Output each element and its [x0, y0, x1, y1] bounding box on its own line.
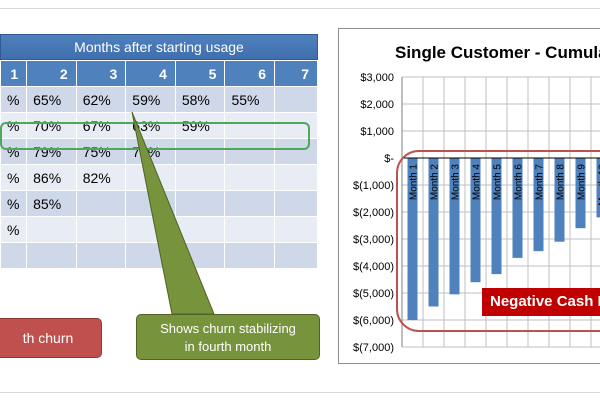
table-cell [75, 216, 127, 243]
top-border [0, 8, 600, 9]
table-cell: % [0, 164, 28, 191]
table-cell: 70% [26, 112, 77, 139]
stabilizing-callout: Shows churn stabilizing in fourth month [136, 314, 320, 360]
table-cell [224, 216, 276, 243]
table-cell [274, 190, 318, 217]
y-tick-label: $(7,000) [353, 342, 394, 354]
table-cell: 75% [75, 138, 127, 165]
month-header: 7 [274, 60, 318, 87]
table-cell: % [0, 138, 28, 165]
table-cell [274, 242, 318, 269]
table-cell [274, 86, 318, 113]
table-row: % 65% 62% 59% 58% 55% [0, 86, 318, 113]
month-header: 1 [0, 60, 28, 87]
table-cell [274, 164, 318, 191]
table-row [0, 242, 318, 269]
bar [596, 158, 600, 218]
table-cell [174, 190, 226, 217]
bottom-border [0, 392, 600, 393]
table-cell [75, 190, 127, 217]
table-cell [274, 138, 318, 165]
churn-callout: th churn [0, 318, 102, 358]
callout-line-1: Shows churn stabilizing [160, 321, 296, 336]
table-cell: 79% [26, 138, 77, 165]
bar [428, 158, 439, 307]
category-label: Month 5 [493, 164, 504, 201]
y-tick-label: $2,000 [360, 99, 394, 111]
table-cell [274, 216, 318, 243]
y-tick-label: $- [384, 153, 394, 165]
category-label: Month 9 [577, 164, 588, 201]
y-tick-label: $1,000 [360, 126, 394, 138]
table-cell [174, 138, 226, 165]
table-row: % [0, 216, 318, 243]
table-cell [224, 190, 276, 217]
bar [449, 158, 460, 295]
bar [533, 158, 544, 252]
category-label: Month 7 [535, 164, 546, 201]
y-tick-label: $(2,000) [353, 207, 394, 219]
green-callout-pointer [131, 111, 215, 315]
category-label: Month 8 [556, 164, 567, 201]
category-label: Month 1 [409, 164, 420, 201]
table-row: % 86% 82% [0, 164, 318, 191]
category-label: Month 2 [430, 164, 441, 201]
month-header: 6 [224, 60, 276, 87]
table-cell [224, 112, 276, 139]
bar [470, 158, 481, 283]
y-tick-label: $(4,000) [353, 261, 394, 273]
y-tick-label: $(5,000) [353, 288, 394, 300]
category-label: Month 3 [451, 164, 462, 201]
row-highlight [0, 122, 310, 150]
bar [575, 158, 586, 229]
table-cell [224, 242, 276, 269]
table-cell: 86% [26, 164, 77, 191]
table-cell: 58% [174, 86, 226, 113]
category-label: Month 6 [514, 164, 525, 201]
table-cell [0, 242, 28, 269]
table-cell [26, 242, 77, 269]
table-cell: % [0, 216, 28, 243]
table-cell: 65% [26, 86, 77, 113]
y-tick-label: $(1,000) [353, 180, 394, 192]
category-label: Month 10 [598, 164, 600, 206]
bar [554, 158, 565, 242]
y-tick-label: $(6,000) [353, 315, 394, 327]
category-label: Month 4 [472, 164, 483, 201]
table-row: %79%75%71% [0, 138, 318, 165]
y-tick-label: $(3,000) [353, 234, 394, 246]
negative-cash-label: Negative Cash F [482, 288, 600, 316]
cumulative-chart: $3,000 $2,000 $1,000 $- $(1,000) $(2,000) $(3,… [338, 28, 600, 364]
bar [512, 158, 523, 258]
month-header: 3 [75, 60, 127, 87]
y-tick-label: $3,000 [360, 72, 394, 84]
negative-region-outline [396, 150, 600, 332]
chart-title: Single Customer - Cumula [395, 43, 600, 62]
table-cell [26, 216, 77, 243]
table-cell [75, 242, 127, 269]
table-cell: 85% [26, 190, 77, 217]
table-cell [224, 164, 276, 191]
table-cell: 55% [224, 86, 276, 113]
bar [407, 158, 418, 320]
bar [491, 158, 502, 275]
table-title: Months after starting usage [0, 34, 318, 60]
table-cell: 62% [75, 86, 127, 113]
callout-line-2: in fourth month [184, 339, 272, 354]
table-cell: 59% [125, 86, 176, 113]
